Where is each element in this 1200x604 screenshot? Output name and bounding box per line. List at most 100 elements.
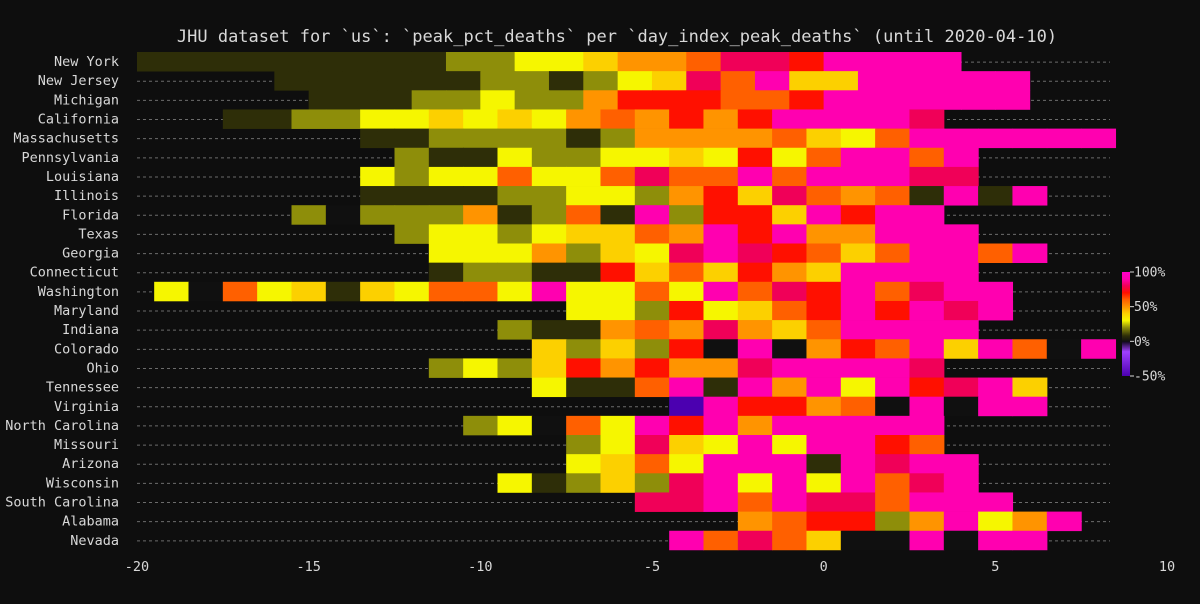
heatmap-cell xyxy=(806,128,842,149)
heatmap-cell xyxy=(875,281,911,302)
heatmap-cell xyxy=(806,358,842,378)
heatmap-cell xyxy=(669,377,705,398)
heatmap-cell xyxy=(772,492,808,512)
heatmap-cell xyxy=(377,52,413,72)
heatmap-cell xyxy=(875,109,911,129)
heatmap-cell xyxy=(531,205,567,225)
heatmap-cell xyxy=(686,52,722,72)
heatmap-cell xyxy=(463,147,499,168)
x-tick-label: 5 xyxy=(991,559,999,575)
heatmap-cell xyxy=(806,224,842,244)
heatmap-cell xyxy=(772,186,808,206)
heatmap-cell xyxy=(428,128,464,149)
heatmap-cell xyxy=(1012,339,1048,359)
heatmap-cell xyxy=(703,281,739,302)
heatmap-cell xyxy=(772,511,808,532)
heatmap-cell xyxy=(634,435,670,455)
heatmap-cell xyxy=(840,511,876,532)
heatmap-cell xyxy=(600,186,636,206)
heatmap-cell xyxy=(377,71,413,91)
heatmap-cell xyxy=(737,530,773,551)
heatmap-cell xyxy=(720,52,756,72)
heatmap-cell xyxy=(960,90,996,110)
heatmap-cell xyxy=(703,166,739,187)
heatmap-cell xyxy=(772,281,808,302)
colorbar-gradient xyxy=(1122,272,1130,376)
heatmap-cell xyxy=(960,71,996,91)
state-label: Texas xyxy=(78,226,119,242)
heatmap-cell xyxy=(806,147,842,168)
heatmap-cell xyxy=(772,454,808,474)
state-label: Maryland xyxy=(54,303,119,319)
heatmap-cell xyxy=(634,186,670,206)
heatmap-cell xyxy=(239,52,275,72)
heatmap-cell xyxy=(943,473,979,493)
heatmap-cell xyxy=(257,109,293,129)
heatmap-cell xyxy=(909,128,945,149)
heatmap-cell xyxy=(394,224,430,244)
heatmap-cell xyxy=(463,243,499,263)
heatmap-cell xyxy=(772,224,808,244)
heatmap-cell xyxy=(600,166,636,187)
heatmap-cell xyxy=(703,320,739,340)
heatmap-cell xyxy=(669,492,705,512)
heatmap-cell xyxy=(222,109,258,129)
heatmap-cell xyxy=(566,320,602,340)
heatmap-cell xyxy=(909,454,945,474)
x-tick-label: -20 xyxy=(125,559,149,575)
heatmap-cell xyxy=(978,396,1014,417)
heatmap-cell xyxy=(772,109,808,129)
heatmap-cell xyxy=(875,435,911,455)
heatmap-cell xyxy=(840,473,876,493)
heatmap-cell xyxy=(566,205,602,225)
heatmap-cell xyxy=(463,224,499,244)
heatmap-cell xyxy=(806,281,842,302)
heatmap-cell xyxy=(566,473,602,493)
heatmap-cell xyxy=(651,52,687,72)
heatmap-cell xyxy=(600,262,636,283)
heatmap-cell xyxy=(875,320,911,340)
heatmap-cell xyxy=(394,166,430,187)
heatmap-cell xyxy=(291,205,327,225)
heatmap-cell xyxy=(1012,186,1048,206)
heatmap-cell xyxy=(600,415,636,436)
heatmap-cell xyxy=(428,262,464,283)
heatmap-cell xyxy=(274,71,310,91)
colorbar-tick-label: -50% xyxy=(1134,370,1165,385)
x-tick-label: 10 xyxy=(1159,559,1175,575)
heatmap-cell xyxy=(875,300,911,321)
heatmap-cell xyxy=(806,492,842,512)
heatmap-cell xyxy=(737,186,773,206)
heatmap-cell xyxy=(943,530,979,551)
heatmap-cell xyxy=(840,147,876,168)
heatmap-cell xyxy=(737,243,773,263)
heatmap-cell xyxy=(669,396,705,417)
heatmap-cell xyxy=(634,415,670,436)
heatmap-cell xyxy=(463,109,499,129)
heatmap-cell xyxy=(772,473,808,493)
state-label: Colorado xyxy=(54,341,119,357)
heatmap-cell xyxy=(806,511,842,532)
heatmap-cell xyxy=(703,186,739,206)
heatmap-cell xyxy=(875,262,911,283)
heatmap-cell xyxy=(840,205,876,225)
heatmap-cell xyxy=(737,128,773,149)
heatmap-cell xyxy=(978,186,1014,206)
heatmap-cell xyxy=(823,71,859,91)
heatmap-cell xyxy=(806,205,842,225)
heatmap-cell xyxy=(772,358,808,378)
heatmap-cell xyxy=(737,224,773,244)
heatmap-cell xyxy=(806,454,842,474)
heatmap-cell xyxy=(840,320,876,340)
heatmap-cell xyxy=(171,52,207,72)
heatmap-cell xyxy=(909,511,945,532)
heatmap-cell xyxy=(720,90,756,110)
heatmap-cell xyxy=(909,300,945,321)
heatmap-cell xyxy=(566,339,602,359)
heatmap-cell xyxy=(497,166,533,187)
heatmap-cell xyxy=(497,186,533,206)
x-tick-label: 0 xyxy=(820,559,828,575)
state-label: Wisconsin xyxy=(46,475,119,491)
state-label: Ohio xyxy=(86,360,119,376)
